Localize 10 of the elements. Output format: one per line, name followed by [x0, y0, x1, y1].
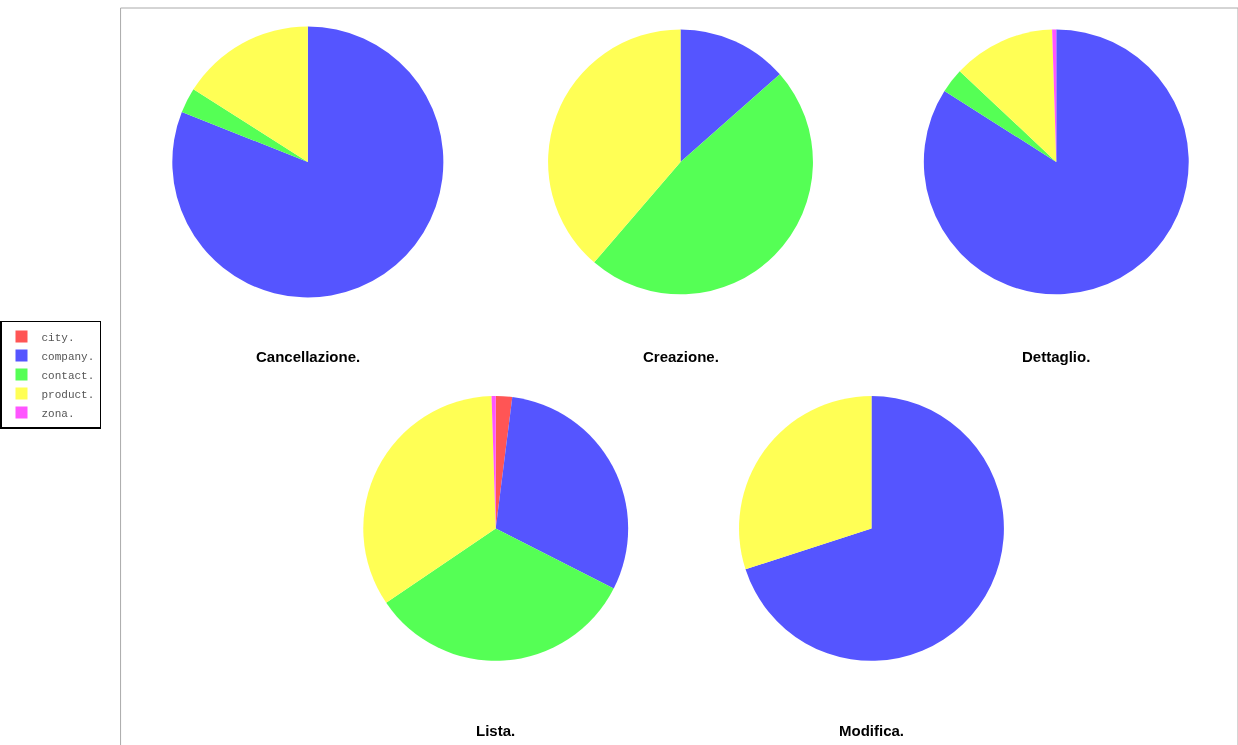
legend-label: zona.	[41, 407, 75, 420]
slice-label: Creazione.	[643, 348, 719, 365]
legend-label: contact.	[41, 369, 95, 382]
legend-label: product.	[41, 388, 95, 401]
slice-label: Cancellazione.	[256, 348, 361, 365]
legend-label: city.	[41, 331, 75, 344]
legend-label: company.	[41, 350, 95, 363]
slice-label: Modifica.	[839, 722, 905, 739]
slice-label: Lista.	[476, 722, 516, 739]
slice-label: Dettaglio.	[1022, 348, 1091, 365]
